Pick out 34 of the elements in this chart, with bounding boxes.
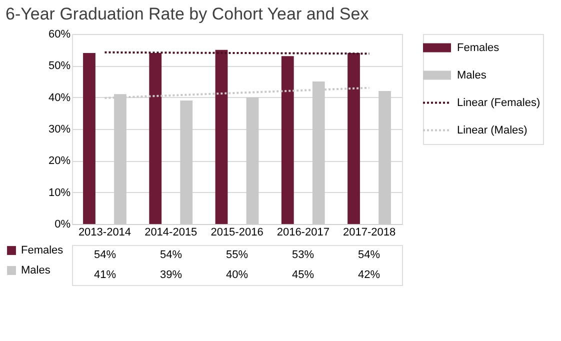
x-tick-label: 2017-2018 (342, 226, 396, 238)
chart-title: 6-Year Graduation Rate by Cohort Year and Sex (6, 4, 370, 24)
bar (348, 53, 360, 224)
data-label: 54% (160, 249, 182, 261)
legend-label: Females (21, 244, 64, 256)
x-tick-label: 2015-2016 (210, 226, 264, 238)
data-label: 40% (226, 269, 248, 281)
bar (215, 50, 228, 224)
bar (149, 53, 162, 224)
text: Males (21, 264, 50, 276)
text: Females (457, 42, 500, 54)
bar (281, 56, 294, 224)
data-label: 54% (94, 249, 116, 261)
data-label: 45% (292, 269, 314, 281)
y-tick-label: 20% (48, 155, 71, 168)
data-label: 55% (226, 249, 248, 261)
legend-label: Linear (Females) (457, 96, 540, 109)
y-tick-label: 60% (48, 28, 71, 40)
data-label: 39% (160, 269, 182, 281)
data-label: 42% (358, 269, 380, 281)
x-tick-label: 2013-2014 (78, 226, 132, 238)
x-tick-label: 2016-2017 (276, 226, 330, 238)
data-label: 41% (94, 269, 116, 281)
data-label: 53% (292, 249, 314, 261)
y-tick-label: 40% (48, 92, 71, 104)
bar (83, 53, 96, 224)
x-tick-label: 2014-2015 (144, 226, 198, 238)
y-tick-label: 10% (48, 186, 71, 199)
legend-label: Males (457, 69, 487, 82)
y-tick-label: 50% (48, 60, 71, 72)
y-tick-label: 0% (54, 218, 71, 230)
data-label: 54% (358, 249, 380, 261)
y-tick-label: 30% (48, 124, 71, 136)
legend-label: Linear (Males) (457, 124, 528, 136)
